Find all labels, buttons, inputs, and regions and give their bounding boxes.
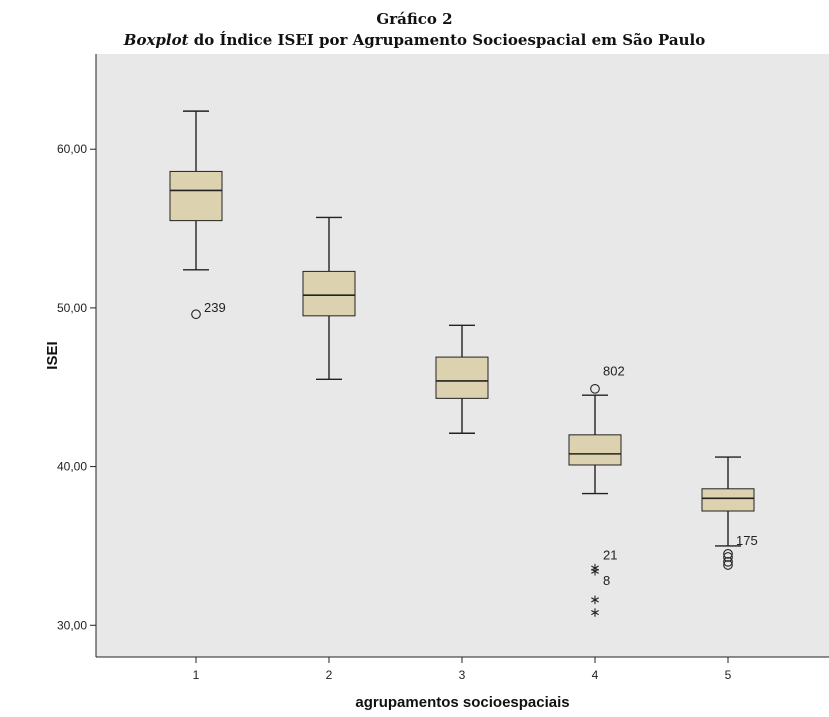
figure-label: Gráfico 2 [376, 10, 453, 28]
x-tick-label: 5 [725, 668, 732, 682]
figure-header: Gráfico 2 Boxplot do Índice ISEI por Agr… [0, 0, 829, 51]
outlier-circle [723, 549, 733, 559]
outlier-label: 8 [603, 573, 610, 588]
outlier-label: 21 [603, 547, 617, 562]
outlier-label: 802 [603, 363, 625, 378]
figure-title-rest: do Índice ISEI por Agrupamento Socioespa… [188, 31, 706, 49]
outlier-circle [723, 560, 733, 570]
figure-title: Boxplot do Índice ISEI por Agrupamento S… [0, 29, 829, 51]
iqr-box [169, 170, 223, 222]
outlier-circle [590, 383, 600, 394]
outlier-star [591, 595, 599, 605]
outliers-group: 239 802 21 8 175 [191, 300, 758, 617]
y-axis-title: ISEI [44, 341, 61, 369]
box-1 [169, 110, 223, 271]
iqr-box [435, 356, 489, 399]
iqr-box [302, 270, 356, 317]
outlier-label: 239 [204, 300, 226, 315]
y-tick-label: 50,00 [57, 301, 87, 315]
x-tick-label: 2 [326, 668, 333, 682]
y-tick-label: 30,00 [57, 618, 87, 632]
x-tick-label: 1 [193, 668, 200, 682]
outlier-circle [191, 309, 201, 320]
outlier-star [591, 608, 599, 617]
x-tick-label: 4 [592, 668, 599, 682]
x-axis-title: agrupamentos socioespaciais [355, 694, 569, 711]
outlier-star [591, 567, 599, 576]
box-2 [302, 216, 356, 381]
x-axis: 1 2 3 4 5 [193, 657, 732, 682]
box-5 [701, 456, 755, 547]
outlier-circle [723, 556, 733, 567]
y-axis: 30,00 40,00 50,00 60,00 [57, 142, 96, 632]
box-3 [435, 324, 489, 434]
outlier-label: 175 [736, 533, 758, 548]
outlier-circle [723, 552, 733, 562]
y-tick-label: 40,00 [57, 460, 87, 474]
box-4 [568, 394, 622, 495]
boxes-group [169, 110, 755, 547]
iqr-box [701, 488, 755, 512]
iqr-box [568, 434, 622, 466]
figure-title-italic: Boxplot [123, 31, 189, 49]
y-tick-label: 60,00 [57, 142, 87, 156]
x-tick-label: 3 [459, 668, 466, 682]
